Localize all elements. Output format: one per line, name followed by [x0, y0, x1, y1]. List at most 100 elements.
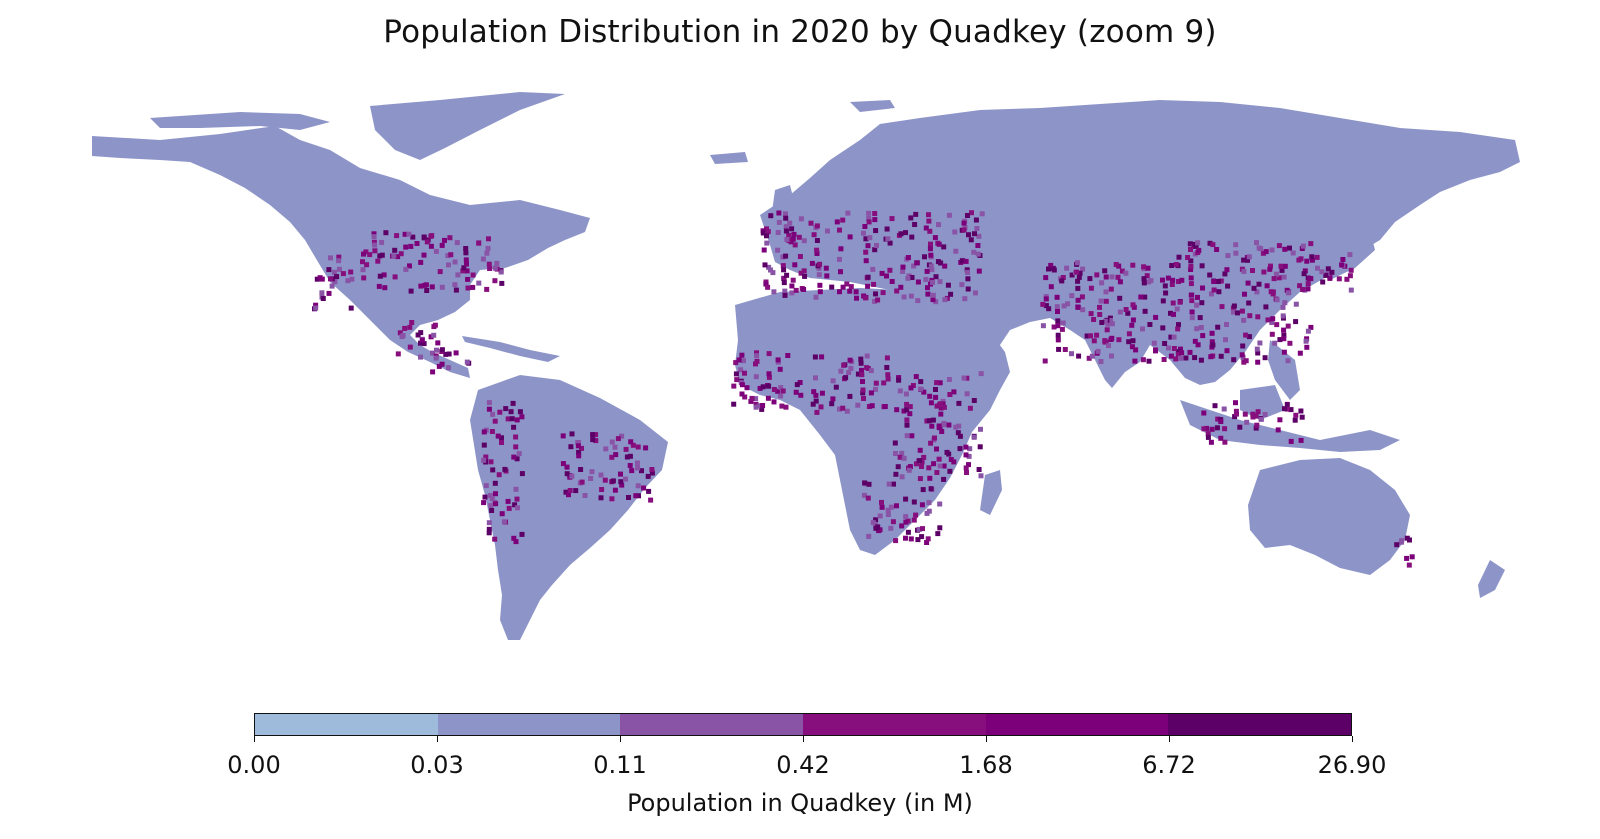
- population-cell: [313, 302, 319, 308]
- population-cell: [847, 234, 853, 240]
- population-cell: [967, 446, 973, 452]
- population-cell: [764, 233, 769, 239]
- population-cell: [872, 247, 878, 253]
- colorbar-segment: [255, 714, 438, 735]
- population-cell: [894, 503, 899, 509]
- population-cell: [1183, 355, 1189, 361]
- population-cell: [643, 445, 649, 451]
- population-cell: [978, 426, 983, 432]
- population-cell: [894, 407, 900, 413]
- population-cell: [866, 216, 872, 221]
- population-cell: [649, 470, 655, 476]
- population-cell: [326, 290, 332, 296]
- population-cell: [898, 284, 904, 290]
- greenland: [370, 92, 565, 160]
- population-cell: [430, 350, 435, 356]
- population-cell: [371, 231, 377, 237]
- population-cell: [470, 272, 476, 278]
- population-cell: [348, 305, 354, 311]
- population-cell: [1246, 254, 1252, 260]
- population-cell: [1175, 349, 1181, 355]
- population-cell: [971, 398, 977, 403]
- population-cell: [418, 283, 424, 289]
- population-cell: [1146, 358, 1152, 364]
- population-cell: [1270, 291, 1276, 297]
- population-cell: [951, 459, 957, 465]
- population-cell: [485, 245, 491, 251]
- population-cell: [944, 449, 950, 455]
- population-cell: [942, 263, 948, 269]
- population-cell: [863, 258, 869, 264]
- population-cell: [1175, 326, 1181, 332]
- population-cell: [1048, 284, 1054, 290]
- population-cell: [1225, 283, 1231, 289]
- population-cell: [513, 539, 519, 545]
- population-cell: [1239, 352, 1245, 358]
- population-cell: [575, 443, 581, 449]
- population-cell: [884, 226, 890, 232]
- population-cell: [846, 370, 852, 375]
- population-cell: [1308, 241, 1314, 247]
- population-cell: [775, 230, 781, 235]
- population-cell: [1123, 307, 1129, 312]
- population-cell: [789, 226, 795, 232]
- population-cell: [905, 255, 911, 260]
- population-cell: [865, 283, 871, 289]
- population-cell: [486, 406, 492, 412]
- population-cell: [843, 375, 849, 381]
- population-cell: [1246, 300, 1252, 306]
- population-cell: [1060, 320, 1066, 326]
- population-cell: [914, 260, 920, 266]
- population-cell: [1263, 304, 1269, 310]
- population-cell: [1046, 306, 1052, 312]
- population-cell: [421, 234, 427, 240]
- population-cell: [1187, 241, 1193, 247]
- population-cell: [1098, 359, 1104, 364]
- population-cell: [465, 276, 471, 282]
- population-cell: [937, 380, 943, 386]
- population-cell: [1065, 301, 1071, 307]
- population-cell: [1173, 262, 1179, 267]
- population-cell: [1153, 314, 1159, 320]
- population-cell: [848, 365, 854, 371]
- population-cell: [1188, 267, 1194, 272]
- population-cell: [930, 417, 936, 423]
- population-cell: [790, 277, 796, 283]
- population-cell: [593, 438, 599, 444]
- colorbar-tick-label: 0.00: [227, 751, 281, 779]
- population-cell: [569, 431, 575, 437]
- colorbar-segment: [620, 714, 804, 735]
- population-cell: [765, 229, 771, 235]
- population-cell: [860, 387, 866, 393]
- population-cell: [476, 280, 482, 286]
- population-cell: [1290, 250, 1296, 256]
- population-cell: [486, 236, 491, 242]
- population-cell: [486, 520, 492, 526]
- population-cell: [635, 465, 641, 471]
- population-cell: [864, 365, 870, 371]
- population-cell: [455, 272, 461, 278]
- population-cell: [889, 279, 895, 284]
- population-cell: [829, 401, 835, 407]
- population-cell: [1123, 270, 1129, 276]
- population-cell: [792, 242, 798, 248]
- population-cell: [1314, 254, 1320, 260]
- population-cell: [463, 257, 469, 263]
- population-cell: [865, 274, 871, 280]
- population-cell: [1241, 257, 1247, 263]
- population-cell: [1243, 332, 1249, 338]
- population-cell: [899, 450, 905, 456]
- population-cell: [1119, 268, 1125, 274]
- population-cell: [1209, 339, 1215, 345]
- population-cell: [915, 279, 921, 285]
- north-america: [92, 126, 590, 378]
- population-cell: [920, 487, 926, 493]
- population-cell: [1175, 352, 1181, 357]
- population-cell: [1168, 334, 1174, 340]
- population-cell: [1257, 340, 1263, 346]
- population-cell: [840, 217, 846, 223]
- population-cell: [741, 358, 746, 364]
- population-cell: [1235, 310, 1240, 316]
- population-cell: [932, 235, 938, 241]
- population-cell: [1222, 426, 1228, 432]
